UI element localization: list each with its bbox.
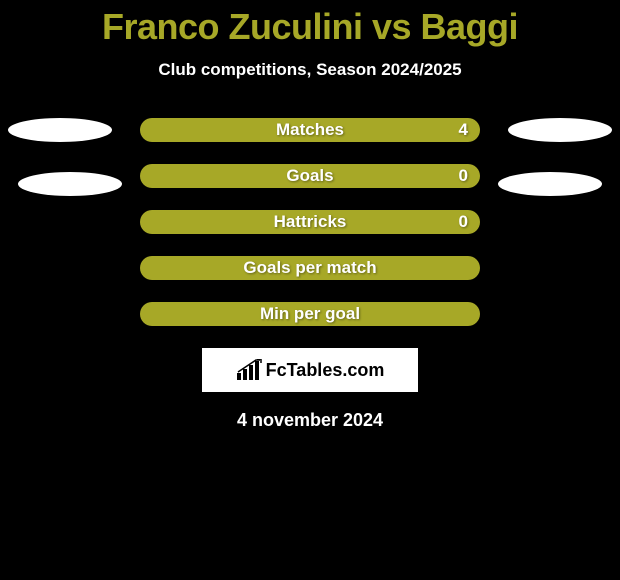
logo-box: FcTables.com — [202, 348, 418, 392]
stats-area: Matches 4 Goals 0 Hattricks 0 Goals per … — [0, 118, 620, 326]
stat-bar: Goals per match — [140, 256, 480, 280]
stat-value: 0 — [459, 166, 468, 186]
stat-bar: Goals 0 — [140, 164, 480, 188]
stat-label: Hattricks — [274, 212, 347, 232]
stat-value: 4 — [459, 120, 468, 140]
stat-bar: Min per goal — [140, 302, 480, 326]
stat-label: Goals per match — [243, 258, 376, 278]
stat-label: Goals — [286, 166, 333, 186]
stat-value: 0 — [459, 212, 468, 232]
date-text: 4 november 2024 — [0, 410, 620, 431]
subtitle: Club competitions, Season 2024/2025 — [0, 60, 620, 80]
logo-text: FcTables.com — [266, 360, 385, 381]
stat-bars: Matches 4 Goals 0 Hattricks 0 Goals per … — [0, 118, 620, 326]
stat-bar: Matches 4 — [140, 118, 480, 142]
stat-label: Matches — [276, 120, 344, 140]
chart-icon — [236, 359, 262, 381]
stat-label: Min per goal — [260, 304, 360, 324]
page-title: Franco Zuculini vs Baggi — [0, 0, 620, 48]
stat-bar: Hattricks 0 — [140, 210, 480, 234]
